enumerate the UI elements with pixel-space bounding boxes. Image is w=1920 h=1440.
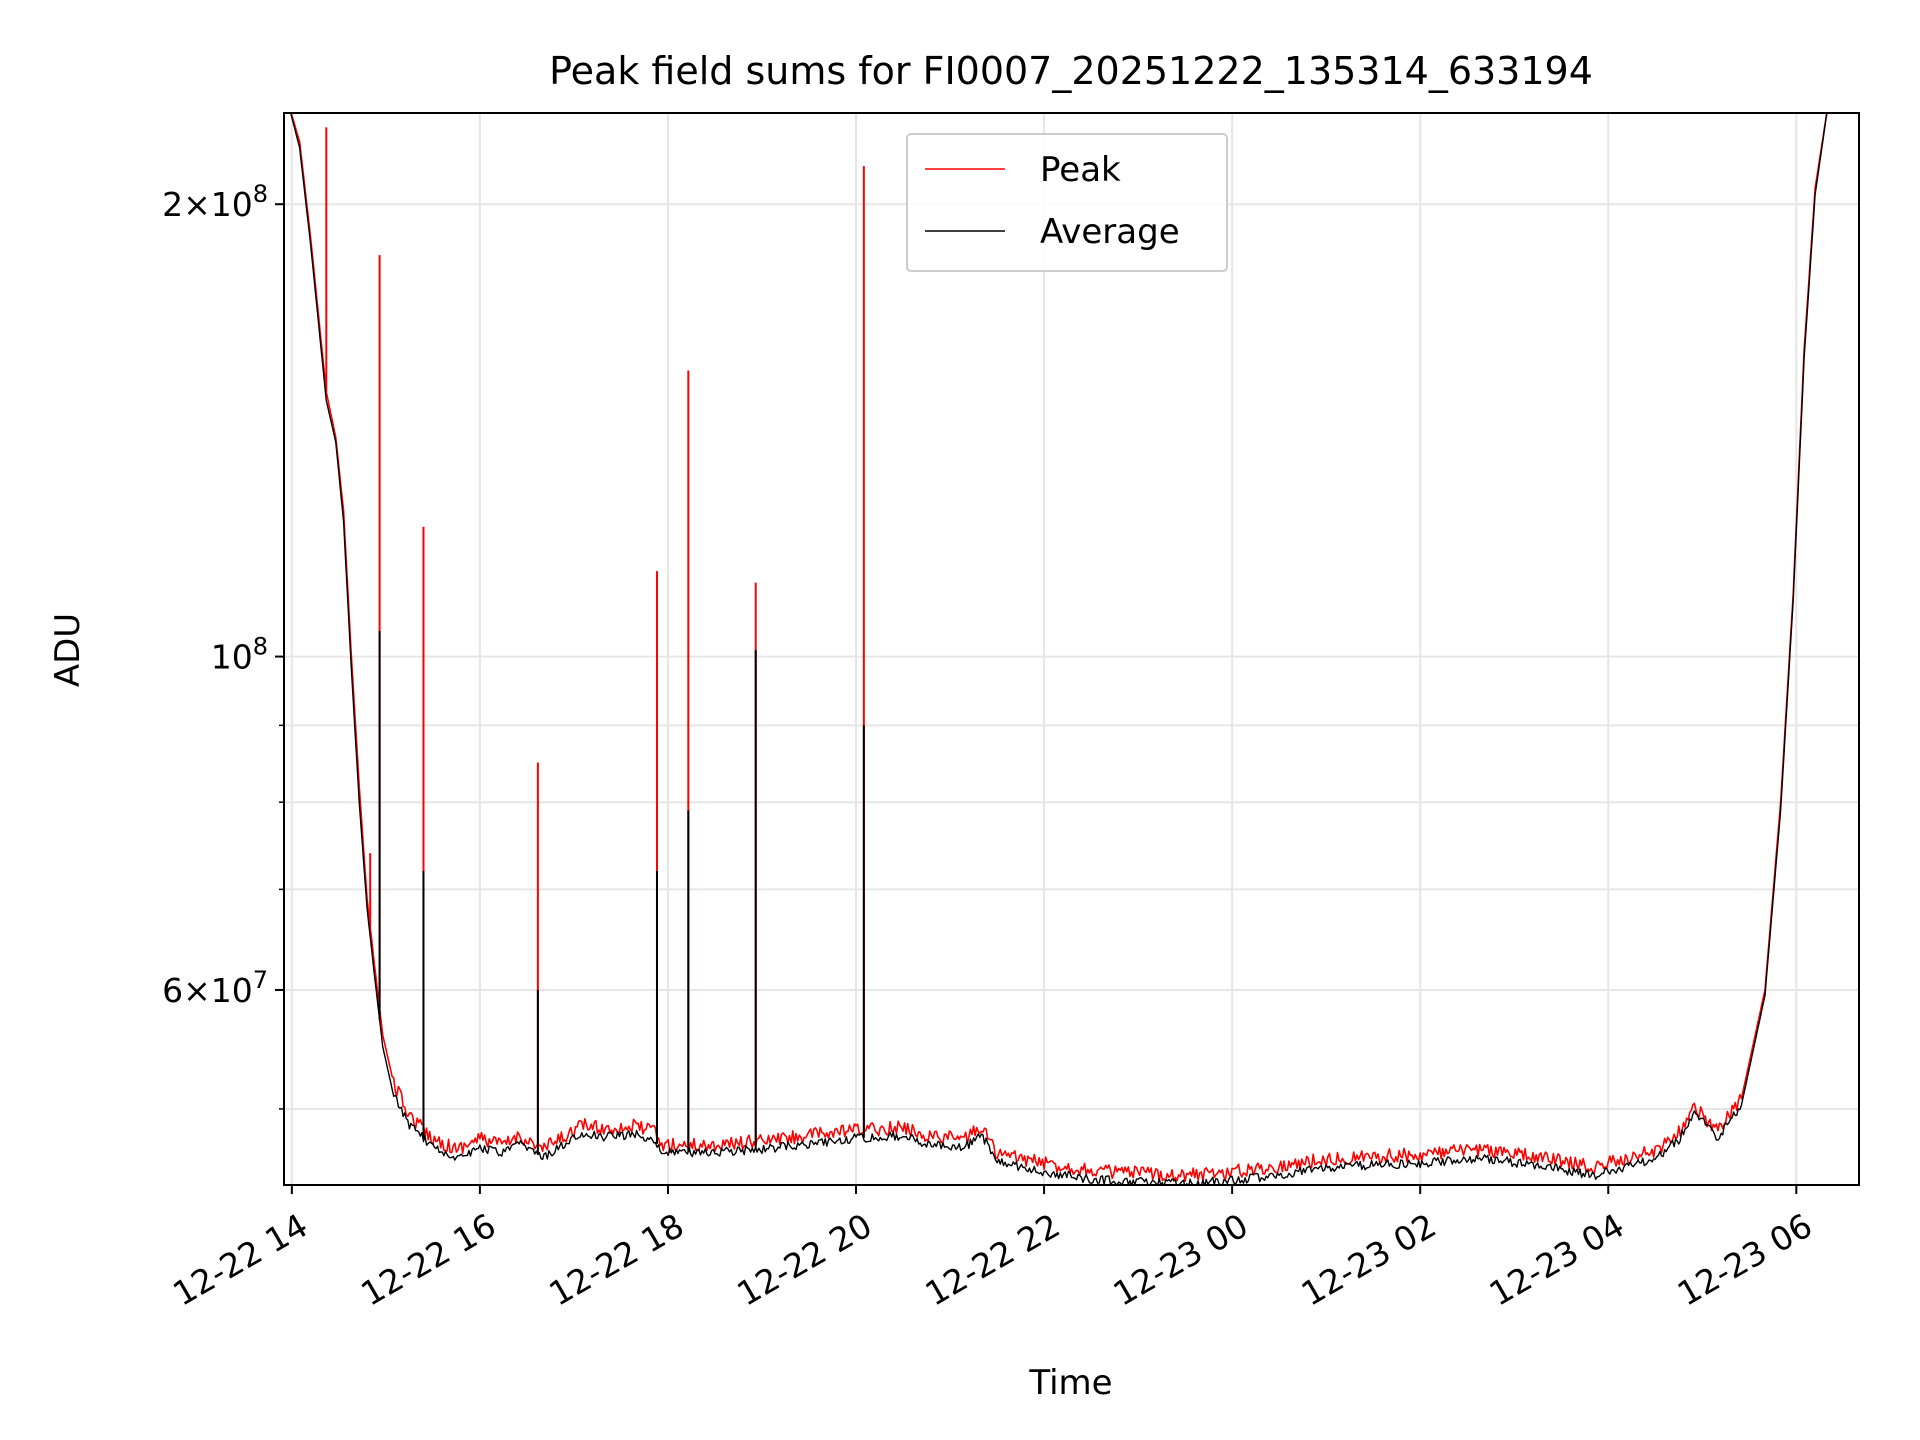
axes-frame: [283, 112, 1860, 1186]
peak-series-line: [290, 113, 1828, 1182]
average-series-line: [290, 113, 1828, 1185]
y-axis-label: ADU: [48, 613, 88, 687]
y-axis: 108 2×108 6×107: [162, 180, 284, 1110]
y-tick-label: 2×108: [162, 180, 268, 224]
legend: Peak Average: [906, 133, 1228, 272]
legend-peak-label: Peak: [1040, 150, 1121, 190]
x-axis-label: Time: [1028, 1363, 1112, 1403]
average-series-spikes: [378, 630, 865, 1155]
chart-title: Peak field sums for FI0007_20251222_1353…: [549, 49, 1593, 93]
legend-average-label: Average: [1040, 212, 1180, 252]
y-tick-label: 6×107: [162, 966, 268, 1010]
plot-area: [290, 113, 1828, 1185]
y-tick-label: 108: [211, 633, 268, 677]
